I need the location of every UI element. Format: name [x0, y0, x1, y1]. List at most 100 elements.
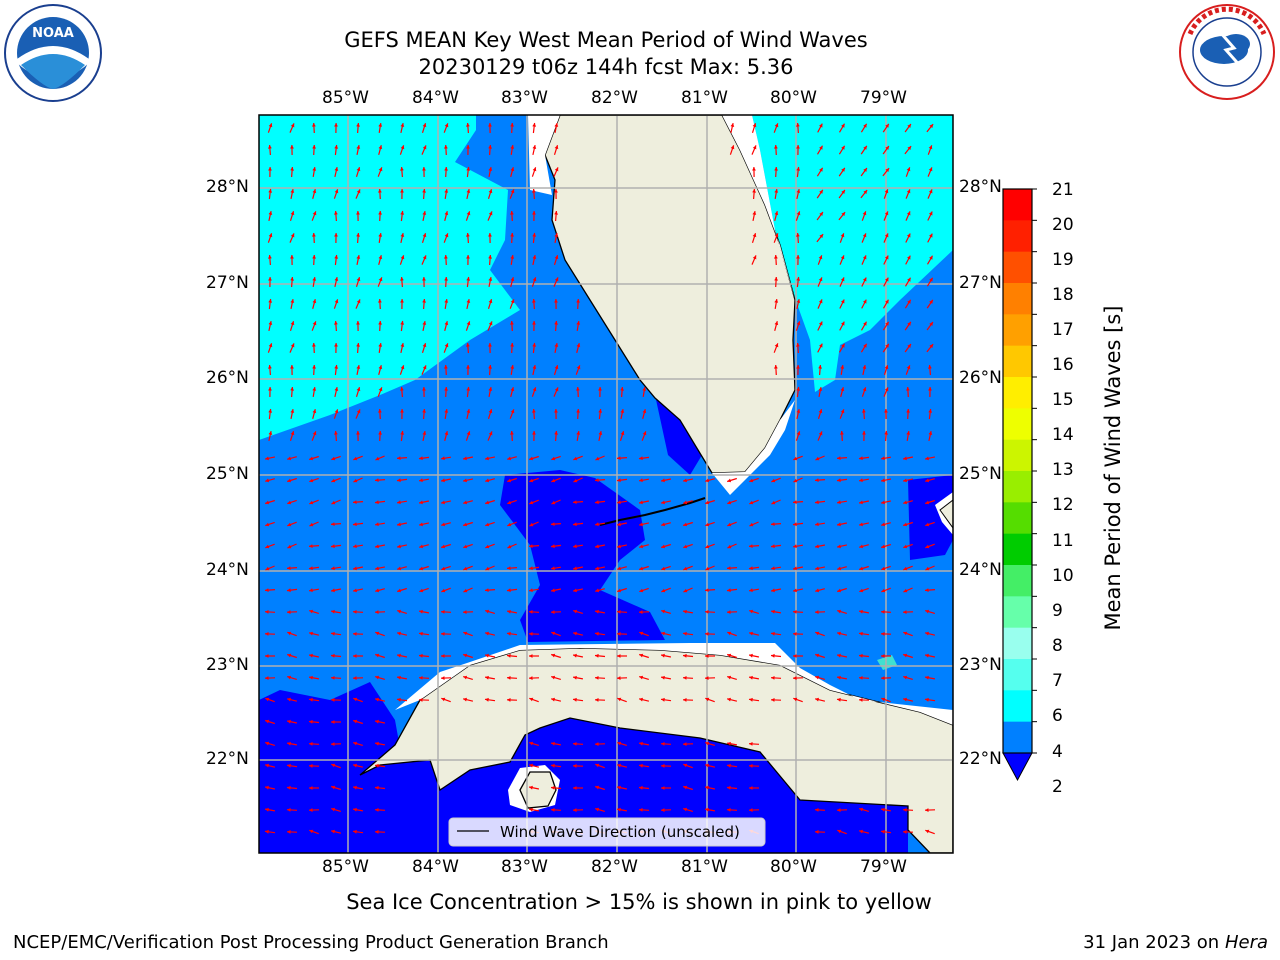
- wave-direction-arrow: [311, 321, 317, 331]
- wave-direction-arrow: [466, 144, 470, 156]
- wave-direction-arrow: [374, 500, 386, 505]
- colorbar-segment: [1003, 502, 1032, 535]
- wave-direction-arrow: [400, 408, 404, 420]
- wave-direction-arrow: [836, 653, 848, 658]
- wave-direction-arrow: [289, 211, 295, 221]
- wave-direction-arrow: [286, 588, 298, 593]
- wave-direction-arrow: [487, 211, 493, 221]
- wave-direction-arrow: [926, 321, 934, 331]
- wave-direction-arrow: [748, 742, 760, 746]
- wave-direction-arrow: [859, 807, 869, 812]
- lat-label-right: 22°N: [959, 749, 1002, 769]
- wave-direction-arrow: [378, 430, 382, 442]
- wave-direction-arrow: [330, 544, 342, 549]
- wave-direction-arrow: [683, 500, 693, 505]
- wave-direction-arrow: [440, 632, 452, 636]
- wave-direction-arrow: [309, 829, 319, 835]
- wave-direction-arrow: [704, 763, 716, 768]
- wave-direction-arrow: [286, 808, 298, 812]
- wave-direction-arrow: [268, 364, 272, 376]
- wave-direction-arrow: [595, 807, 605, 812]
- wave-direction-arrow: [792, 500, 804, 504]
- wave-direction-arrow: [836, 544, 848, 549]
- wave-direction-arrow: [883, 233, 889, 243]
- colorbar-tick: 10: [1052, 566, 1074, 586]
- wave-direction-arrow: [796, 386, 801, 398]
- wave-direction-arrow: [839, 299, 845, 309]
- chart-title-line2: 20230129 t06z 144h fcst Max: 5.36: [418, 55, 794, 79]
- wave-direction-arrow: [904, 321, 912, 331]
- wave-direction-arrow: [795, 211, 801, 221]
- wave-direction-arrow: [726, 808, 738, 812]
- wave-direction-arrow: [792, 588, 804, 593]
- wave-direction-arrow: [510, 430, 514, 442]
- wave-direction-arrow: [924, 653, 936, 658]
- colorbar-tick: 20: [1052, 215, 1074, 235]
- wave-direction-arrow: [290, 188, 295, 200]
- wave-direction-arrow: [881, 654, 891, 658]
- wave-direction-arrow: [748, 544, 760, 548]
- wave-direction-arrow: [550, 741, 562, 746]
- wave-direction-arrow: [792, 676, 804, 680]
- wave-direction-arrow: [905, 167, 911, 177]
- wave-direction-arrow: [660, 808, 672, 812]
- wave-region-dark-keys: [500, 470, 665, 642]
- wave-direction-arrow: [883, 387, 889, 397]
- wave-direction-arrow: [903, 543, 913, 549]
- wave-direction-arrow: [817, 343, 823, 353]
- wave-direction-arrow: [838, 167, 846, 177]
- wave-direction-arrow: [858, 522, 870, 527]
- colorbar-tick: 14: [1052, 425, 1074, 445]
- wave-direction-arrow: [594, 653, 606, 658]
- wave-direction-arrow: [595, 588, 605, 593]
- wave-direction-arrow: [509, 189, 515, 199]
- wave-direction-arrow: [400, 210, 405, 222]
- wave-direction-arrow: [400, 276, 404, 288]
- wave-direction-arrow: [356, 342, 360, 354]
- noaa-logo-icon: NOAA: [4, 4, 102, 102]
- wave-direction-arrow: [374, 808, 386, 812]
- wave-direction-arrow: [421, 145, 427, 155]
- wave-direction-arrow: [638, 610, 650, 614]
- wave-direction-arrow: [862, 430, 866, 442]
- wave-direction-arrow: [550, 522, 562, 526]
- wave-direction-arrow: [616, 785, 628, 790]
- wave-direction-arrow: [705, 697, 715, 703]
- wave-direction-arrow: [861, 255, 867, 265]
- wave-direction-arrow: [727, 499, 737, 505]
- wave-direction-arrow: [638, 456, 650, 461]
- colorbar-segment: [1003, 408, 1032, 441]
- wave-direction-arrow: [507, 521, 517, 527]
- wave-direction-arrow: [817, 277, 823, 287]
- wave-direction-arrow: [727, 477, 737, 483]
- wave-direction-arrow: [418, 631, 430, 636]
- wave-direction-arrow: [793, 654, 803, 658]
- wave-direction-arrow: [484, 697, 496, 702]
- wave-direction-arrow: [815, 675, 825, 680]
- footer-date-text: 31 Jan 2023 on: [1083, 932, 1225, 953]
- wave-direction-arrow: [418, 676, 430, 680]
- wave-direction-arrow: [594, 566, 606, 571]
- wave-direction-arrow: [749, 521, 759, 527]
- wave-direction-arrow: [641, 431, 647, 441]
- lat-label-right: 24°N: [959, 560, 1002, 580]
- wave-direction-arrow: [726, 588, 738, 593]
- wave-direction-arrow: [331, 785, 341, 791]
- colorbar-segment: [1003, 377, 1032, 409]
- wave-direction-arrow: [488, 342, 492, 354]
- wave-direction-arrow: [770, 631, 782, 636]
- wave-direction-arrow: [441, 543, 451, 549]
- wave-direction-arrow: [881, 522, 891, 527]
- wave-direction-arrow: [375, 653, 385, 659]
- wave-direction-arrow: [638, 522, 650, 527]
- wave-direction-arrow: [466, 254, 470, 266]
- wave-direction-arrow: [881, 565, 891, 571]
- wave-direction-arrow: [576, 298, 580, 310]
- wave-direction-arrow: [748, 808, 760, 812]
- wave-direction-arrow: [264, 763, 276, 768]
- wave-direction-arrow: [905, 211, 911, 221]
- wave-direction-arrow: [683, 543, 693, 549]
- lat-label-right: 26°N: [959, 368, 1002, 388]
- wave-direction-arrow: [264, 676, 276, 680]
- wave-direction-arrow: [463, 675, 473, 680]
